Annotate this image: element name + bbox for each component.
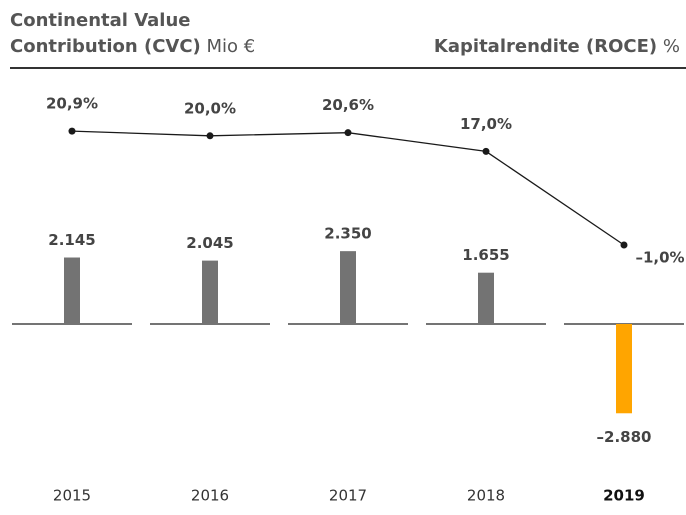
value-label: 20,6%: [322, 96, 374, 114]
bar: [64, 257, 80, 324]
value-label: 17,0%: [460, 115, 512, 133]
value-label: 20,0%: [184, 99, 236, 117]
value-label: 2.045: [186, 234, 233, 252]
line-point: [620, 241, 628, 249]
value-label: –1,0%: [635, 249, 684, 267]
value-label: 2.145: [48, 231, 95, 249]
line-point: [482, 147, 490, 155]
y-unit: Mio €: [207, 36, 256, 57]
value-label: –2.880: [597, 428, 652, 446]
bar: [478, 272, 494, 324]
y-title-line: Continental Value: [10, 10, 190, 31]
bar: [202, 260, 218, 324]
x-tick-label: 2017: [329, 487, 367, 505]
value-label: 20,9%: [46, 95, 98, 113]
line-point: [206, 132, 214, 140]
bar: [616, 324, 632, 414]
y-title-line: Contribution (CVC): [10, 36, 201, 57]
y2-unit: %: [663, 36, 680, 57]
line-point: [344, 129, 352, 137]
bar: [340, 251, 356, 324]
x-tick-label: 2019: [603, 487, 645, 505]
y2-title: Kapitalrendite (ROCE): [434, 36, 657, 57]
y-axis-title: Contribution (CVC) Mio €: [10, 36, 255, 57]
y-axis-title: Continental Value: [10, 10, 190, 31]
x-tick-label: 2015: [53, 487, 91, 505]
y2-axis-title: Kapitalrendite (ROCE) %: [434, 36, 680, 57]
x-tick-label: 2018: [467, 487, 505, 505]
value-label: 1.655: [462, 246, 509, 264]
x-tick-label: 2016: [191, 487, 229, 505]
value-label: 2.350: [324, 225, 371, 243]
line-point: [68, 127, 76, 135]
